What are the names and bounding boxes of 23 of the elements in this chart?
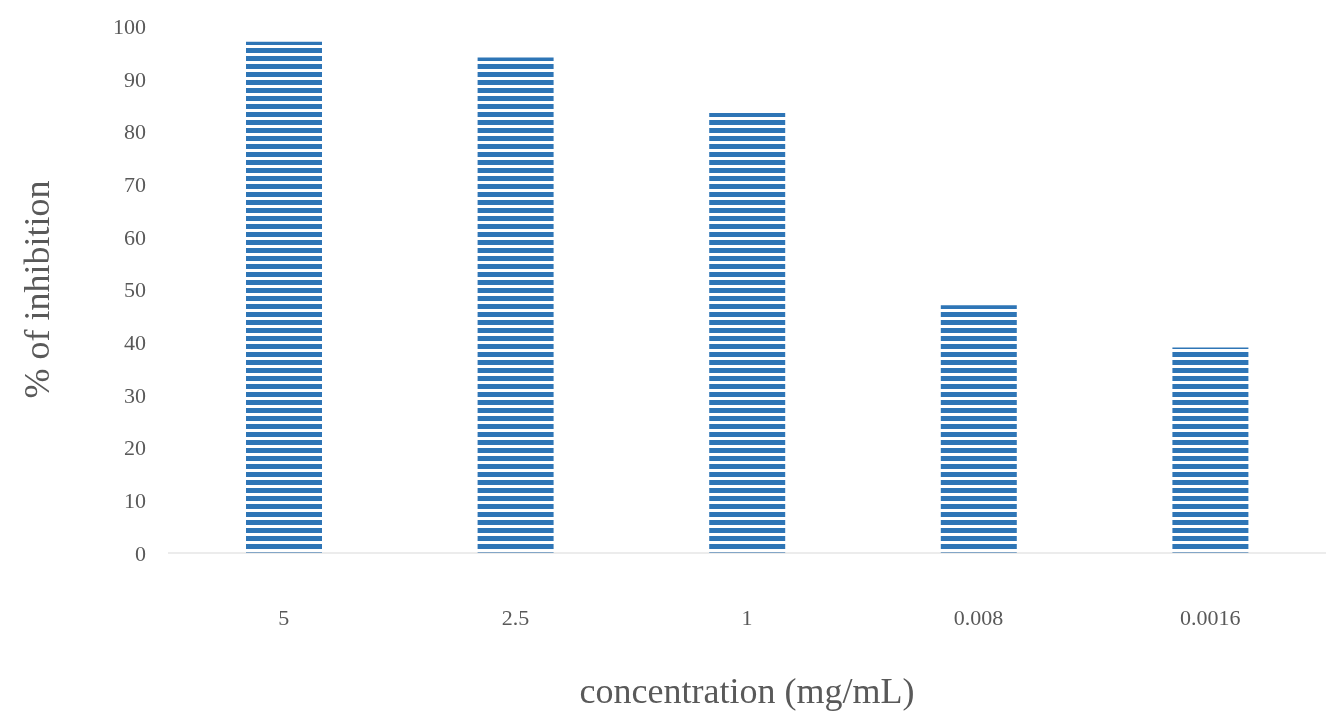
y-tick-label: 30 bbox=[124, 382, 146, 408]
x-tick-label: 5 bbox=[278, 604, 290, 630]
y-tick-label: 10 bbox=[124, 488, 146, 514]
bar bbox=[246, 41, 322, 553]
y-tick-label: 100 bbox=[113, 13, 146, 39]
x-tick-label: 0.0016 bbox=[1179, 604, 1241, 630]
bar bbox=[940, 305, 1017, 553]
y-tick-label: 40 bbox=[124, 330, 146, 356]
y-tick-label: 60 bbox=[124, 224, 146, 250]
x-axis-title: concentration (mg/mL) bbox=[579, 671, 915, 711]
y-tick-label: 70 bbox=[124, 171, 146, 197]
y-tick-label: 50 bbox=[124, 277, 146, 303]
bar bbox=[709, 112, 786, 553]
x-tick-label: 1 bbox=[741, 604, 753, 630]
y-tick-label: 20 bbox=[124, 435, 146, 461]
y-tick-label: 90 bbox=[124, 66, 146, 92]
y-axis-title: % of inhibition bbox=[16, 180, 57, 399]
x-tick-label: 0.008 bbox=[953, 604, 1004, 630]
bar bbox=[1172, 347, 1249, 553]
bar bbox=[477, 57, 554, 553]
y-tick-label: 0 bbox=[135, 540, 146, 566]
y-tick-label: 80 bbox=[124, 119, 146, 145]
x-tick-label: 2.5 bbox=[501, 604, 530, 630]
